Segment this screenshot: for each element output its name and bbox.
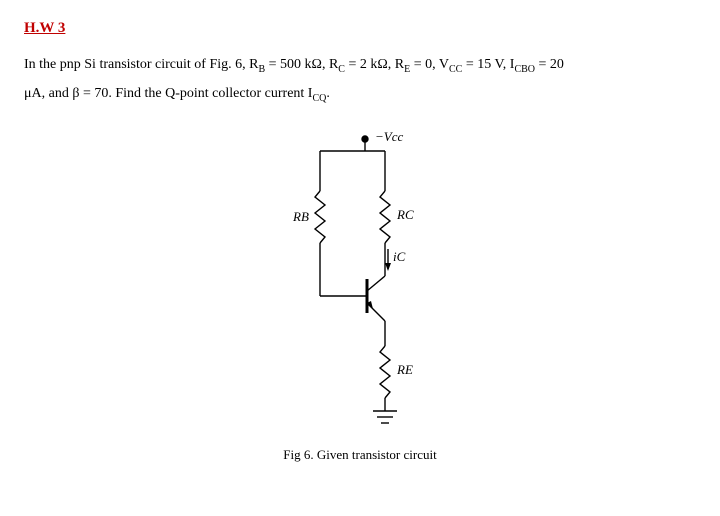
ic-label: iC <box>393 249 406 264</box>
problem-line-1: In the pnp Si transistor circuit of Fig.… <box>24 57 564 72</box>
problem-line-2: μA, and β = 70. Find the Q-point collect… <box>24 86 330 101</box>
circuit-figure: −Vcc RB RC iC <box>24 121 696 463</box>
re-label: RE <box>396 362 413 377</box>
problem-statement: In the pnp Si transistor circuit of Fig.… <box>24 51 696 109</box>
section-heading: H.W 3 <box>24 20 696 37</box>
circuit-diagram-svg: −Vcc RB RC iC <box>255 121 465 441</box>
rc-label: RC <box>396 207 414 222</box>
figure-caption: Fig 6. Given transistor circuit <box>283 447 436 463</box>
vcc-label: −Vcc <box>375 129 403 144</box>
rb-label: RB <box>292 209 309 224</box>
